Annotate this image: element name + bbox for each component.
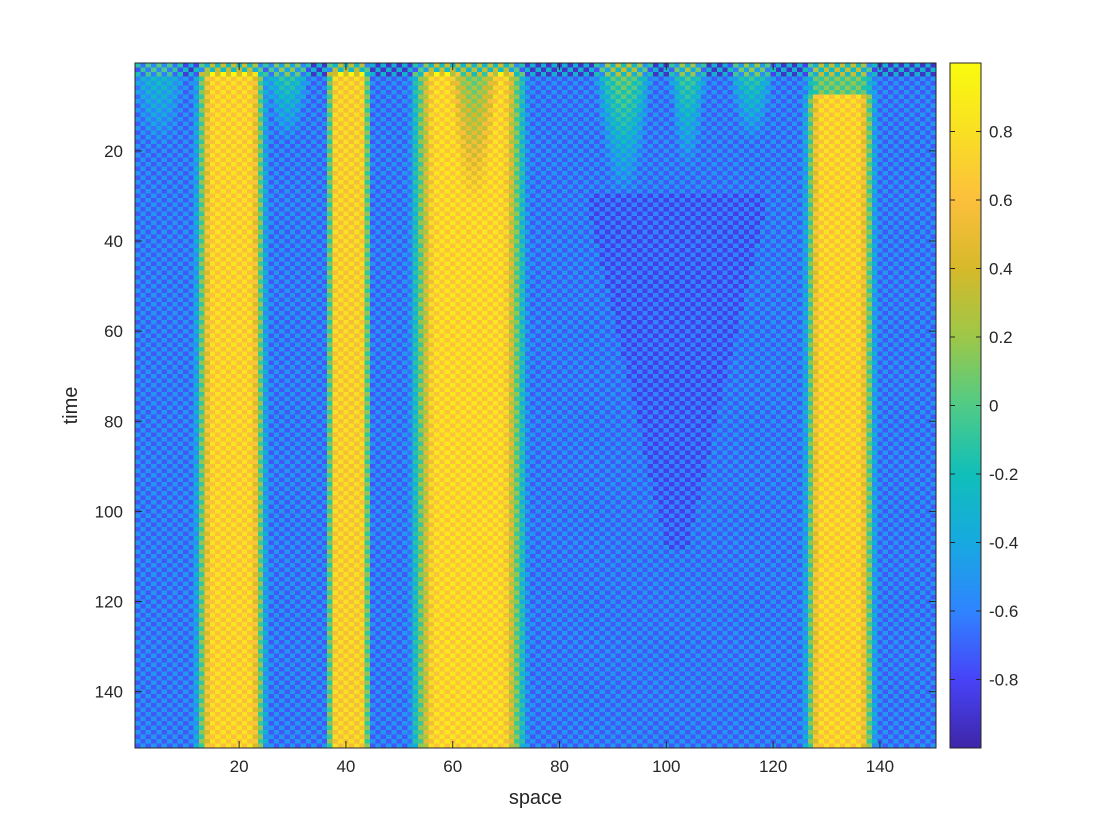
colorbar-tick-label: -0.2 [989,465,1018,484]
y-tick-label: 40 [104,232,123,251]
heatmap-plot-area [134,62,937,749]
y-tick-label: 60 [104,322,123,341]
x-axis-label: space [509,787,562,809]
x-tick-label: 120 [759,757,787,776]
x-axis: 20 40 60 80 100 120 140 [230,63,894,776]
colorbar-tick-label: 0.6 [989,191,1013,210]
colorbar-tick-label: 0 [989,397,998,416]
colorbar-ticks: 0.8 0.6 0.4 0.2 0 -0.2 -0.4 -0.6 -0.8 [950,123,1018,690]
y-tick-label: 100 [95,502,123,521]
x-tick-label: 80 [550,757,569,776]
colorbar-gradient [950,63,981,748]
colorbar-tick-label: 0.4 [989,260,1013,279]
colorbar-tick-label: -0.8 [989,671,1018,690]
plot-frame [134,62,937,749]
y-tick-label: 20 [104,142,123,161]
colorbar-tick-label: 0.2 [989,328,1013,347]
x-tick-label: 20 [230,757,249,776]
heatmap-image [135,63,936,748]
x-tick-label: 140 [866,757,894,776]
colorbar-tick-label: -0.6 [989,602,1018,621]
y-tick-label: 140 [95,683,123,702]
y-tick-label: 80 [104,412,123,431]
x-tick-label: 100 [652,757,680,776]
y-axis-label: time [60,387,82,425]
y-tick-label: 120 [95,593,123,612]
x-tick-label: 40 [336,757,355,776]
colorbar-tick-label: 0.8 [989,123,1013,142]
x-tick-label: 60 [443,757,462,776]
colorbar-tick-label: -0.4 [989,534,1018,553]
colorbar: 0.8 0.6 0.4 0.2 0 -0.2 -0.4 -0.6 -0.8 [949,62,1018,749]
y-axis: 20 40 60 80 100 120 140 [95,142,936,702]
